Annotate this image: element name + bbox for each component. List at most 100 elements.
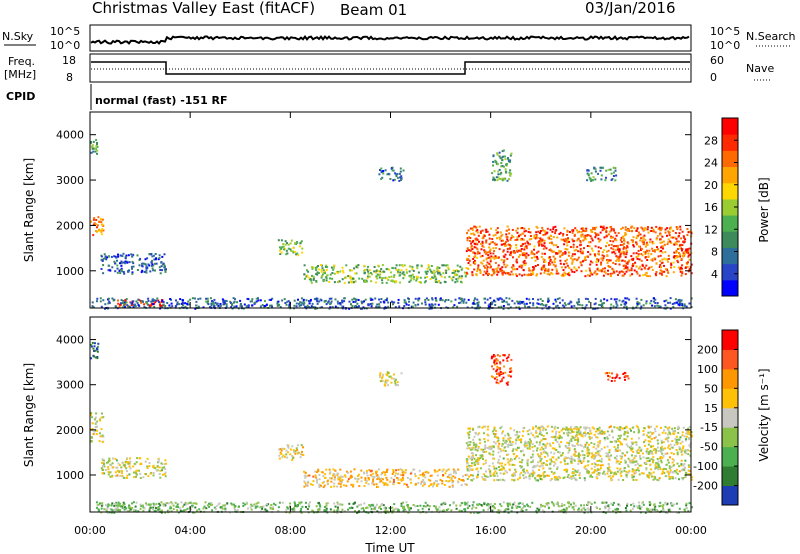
nsky-tick-top: 10^5: [50, 25, 80, 38]
x-tick-label: 16:00: [475, 524, 507, 537]
freq-tick-top: 18: [62, 54, 76, 67]
nsky-tick-bottom: 10^0: [50, 39, 80, 52]
velocity-heatmap: [90, 341, 693, 514]
nsky-panel: [89, 24, 692, 52]
x-axis-ticks: 00:00 04:00 08:00 12:00 16:00 20:00 00:00: [74, 112, 707, 537]
velocity-feature-4: [278, 444, 305, 461]
power-feature-9: [586, 166, 618, 182]
velocity-colorbar-segment: [722, 330, 738, 350]
velocity-feature-8: [490, 353, 513, 386]
cpid-label: CPID: [6, 90, 35, 103]
power-colorbar-segment: [722, 166, 738, 184]
velocity-ytick-label: 3000: [56, 379, 84, 392]
velocity-colorbar-segment: [722, 407, 738, 428]
velocity-colorbar-tick: -50: [700, 441, 718, 454]
velocity-y-ticks: 4000 3000 2000 1000: [56, 334, 691, 482]
power-colorbar-segment: [722, 215, 738, 232]
velocity-colorbar-tick: -15: [700, 421, 718, 434]
x-tick-label: 00:00: [675, 524, 707, 537]
power-colorbar-label: Power [dB]: [757, 177, 771, 242]
power-heatmap: [90, 139, 693, 310]
nave-tick-top: 60: [710, 54, 724, 67]
velocity-colorbar: 200 100 50 15 -15 -50 -100 -200: [693, 329, 739, 506]
nsearch-label: N.Search: [746, 30, 796, 43]
velocity-feature-9: [604, 371, 630, 382]
velocity-colorbar-tick: -200: [693, 480, 718, 493]
freq-label: Freq.: [8, 55, 35, 68]
velocity-colorbar-segment: [722, 349, 738, 370]
power-colorbar-tick: 20: [704, 179, 718, 192]
power-colorbar-tick: 28: [704, 134, 718, 147]
power-colorbar-segment: [722, 198, 738, 216]
power-ytick-label: 2000: [56, 219, 84, 232]
velocity-feature-0: [90, 412, 105, 443]
velocity-feature-1: [90, 341, 100, 360]
velocity-colorbar-label: Velocity [m s⁻¹]: [757, 368, 771, 461]
velocity-colorbar-tick: 50: [704, 382, 718, 395]
nave-label: Nave: [746, 62, 774, 75]
velocity-feature-6: [379, 371, 403, 387]
velocity-feature-5: [303, 468, 468, 489]
velocity-ytick-label: 4000: [56, 334, 84, 347]
power-colorbar-segment: [722, 231, 738, 248]
power-feature-8: [491, 149, 513, 182]
velocity-ytick-label: 1000: [56, 469, 84, 482]
nsearch-tick-bottom: 10^0: [710, 39, 740, 52]
power-colorbar-tick: 4: [711, 268, 718, 281]
power-ytick-label: 1000: [56, 265, 84, 278]
power-feature-7: [465, 225, 693, 278]
nsearch-tick-top: 10^5: [710, 25, 740, 38]
x-tick-label: 12:00: [375, 524, 407, 537]
velocity-colorbar-tick: 15: [704, 402, 718, 415]
x-tick-label: 08:00: [274, 524, 306, 537]
power-feature-6: [378, 166, 405, 182]
power-feature-0: [90, 216, 105, 237]
power-ytick-label: 3000: [56, 174, 84, 187]
velocity-colorbar-tick: 200: [697, 343, 718, 356]
cpid-text: normal (fast) -151 RF: [95, 94, 228, 107]
power-ytick-label: 4000: [56, 129, 84, 142]
power-colorbar: 28 24 20 16 12 8 4: [704, 117, 739, 297]
velocity-colorbar-tick: 100: [697, 363, 718, 376]
x-tick-label: 20:00: [575, 524, 607, 537]
power-colorbar-segment: [722, 279, 738, 297]
velocity-colorbar-segment: [722, 388, 738, 409]
freq-series-line: [91, 61, 690, 75]
velocity-colorbar-frame: [721, 329, 739, 506]
freq-unit-label: [MHz]: [4, 68, 36, 81]
velocity-colorbar-segment: [722, 446, 738, 467]
beam-label: Beam 01: [340, 1, 407, 19]
power-colorbar-segment: [722, 134, 738, 151]
nsky-label: N.Sky: [2, 30, 34, 43]
power-colorbar-segment: [722, 118, 738, 135]
power-feature-4: [277, 239, 304, 257]
power-y-ticks: 4000 3000 2000 1000: [56, 129, 691, 278]
power-ylabel: Slant Range [km]: [22, 158, 36, 262]
power-feature-2: [100, 252, 167, 275]
power-feature-5: [303, 264, 468, 285]
power-feature-1: [90, 139, 99, 155]
freq-tick-bottom: 8: [66, 71, 73, 84]
freq-panel: [89, 53, 692, 83]
velocity-colorbar-tick: -100: [693, 460, 718, 473]
power-colorbar-tick: 8: [711, 246, 718, 259]
power-colorbar-tick: 16: [704, 201, 718, 214]
plot-title: Christmas Valley East (fitACF): [92, 0, 315, 17]
nsky-series-line: [90, 34, 690, 45]
power-colorbar-tick: 24: [704, 157, 718, 170]
nave-tick-bottom: 0: [710, 71, 717, 84]
velocity-feature-2: [100, 457, 168, 480]
velocity-colorbar-segment: [722, 427, 738, 448]
power-colorbar-segment: [722, 150, 738, 168]
velocity-ylabel: Slant Range [km]: [22, 363, 36, 467]
x-axis-label: Time UT: [364, 541, 415, 554]
velocity-feature-7: [465, 425, 693, 482]
power-colorbar-segment: [722, 182, 738, 200]
velocity-colorbar-segment: [722, 485, 738, 506]
velocity-panel: [89, 316, 692, 513]
x-tick-label: 04:00: [174, 524, 206, 537]
velocity-colorbar-segment: [722, 466, 738, 487]
power-colorbar-segment: [722, 263, 738, 281]
power-colorbar-tick: 12: [704, 223, 718, 236]
